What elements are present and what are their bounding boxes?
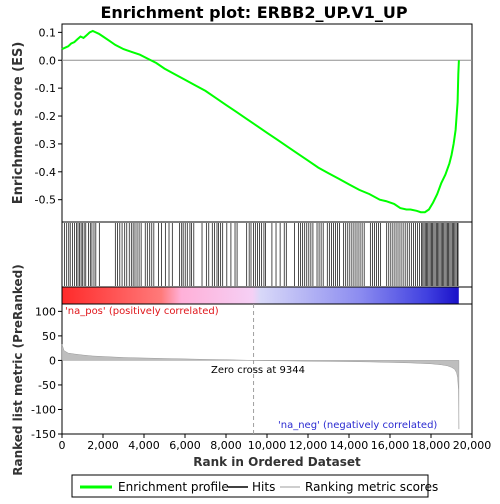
hits-panel-frame xyxy=(61,221,473,288)
metric-y-tick-label: 0 xyxy=(49,354,56,367)
ranking-gradient xyxy=(62,287,459,304)
metric-y-tick-label: -50 xyxy=(38,379,56,392)
es-y-ticks: 0.1 0.0 -0.1 -0.2 -0.3 -0.4 -0.5 xyxy=(35,26,62,207)
ranking-metric-area xyxy=(61,344,460,430)
x-tick-label: 4,000 xyxy=(128,439,160,452)
negative-correlation-label: 'na_neg' (negatively correlated) xyxy=(278,420,437,431)
chart-title: Enrichment plot: ERBB2_UP.V1_UP xyxy=(100,3,407,22)
x-tick-label: 6,000 xyxy=(169,439,201,452)
zero-cross-label: Zero cross at 9344 xyxy=(211,365,305,376)
legend-enrichment-label: Enrichment profile xyxy=(118,480,229,494)
es-y-axis-label: Enrichment score (ES) xyxy=(11,42,26,205)
metric-y-axis-label: Ranked list metric (PreRanked) xyxy=(11,264,25,476)
x-tick-label: 20,000 xyxy=(453,439,492,452)
es-y-tick-label: 0.1 xyxy=(39,26,57,39)
x-tick-label: 8,000 xyxy=(210,439,242,452)
es-y-tick-label: -0.3 xyxy=(35,138,56,151)
ranking-gradient-tail xyxy=(458,287,472,304)
hits-panel xyxy=(61,221,473,288)
legend-ranking-label: Ranking metric scores xyxy=(305,480,438,494)
x-tick-label: 10,000 xyxy=(248,439,287,452)
x-tick-label: 18,000 xyxy=(412,439,451,452)
hit-marks xyxy=(64,223,459,286)
metric-y-ticks: 100 50 0 -50 -100 -150 xyxy=(31,305,62,441)
legend: Enrichment profile Hits Ranking metric s… xyxy=(71,474,438,498)
metric-y-tick-label: -150 xyxy=(31,428,56,441)
es-y-tick-label: -0.1 xyxy=(35,82,56,95)
positive-correlation-label: 'na_pos' (positively correlated) xyxy=(65,306,219,317)
x-axis-label: Rank in Ordered Dataset xyxy=(193,455,361,469)
es-y-tick-label: -0.5 xyxy=(35,194,56,207)
es-panel-frame xyxy=(61,23,473,223)
es-y-tick-label: 0.0 xyxy=(39,54,57,67)
x-tick-label: 0 xyxy=(59,439,66,452)
x-tick-label: 16,000 xyxy=(371,439,410,452)
es-panel: 0.1 0.0 -0.1 -0.2 -0.3 -0.4 -0.5 Enrichment sc… xyxy=(11,23,473,223)
x-tick-label: 12,000 xyxy=(289,439,328,452)
metric-y-tick-label: 50 xyxy=(42,330,56,343)
enrichment-profile-line xyxy=(61,29,460,214)
es-y-tick-label: -0.4 xyxy=(35,166,56,179)
legend-box xyxy=(71,474,429,498)
metric-y-tick-label: -100 xyxy=(31,403,56,416)
ranking-gradient-bar xyxy=(61,286,473,305)
x-axis: 0 2,000 4,000 6,000 8,000 10,000 12,000 14,000 1… xyxy=(59,434,492,452)
x-tick-label: 14,000 xyxy=(330,439,369,452)
es-y-tick-label: -0.2 xyxy=(35,110,56,123)
x-tick-label: 2,000 xyxy=(87,439,119,452)
metric-y-tick-label: 100 xyxy=(35,305,56,318)
legend-hits-label: Hits xyxy=(252,480,275,494)
